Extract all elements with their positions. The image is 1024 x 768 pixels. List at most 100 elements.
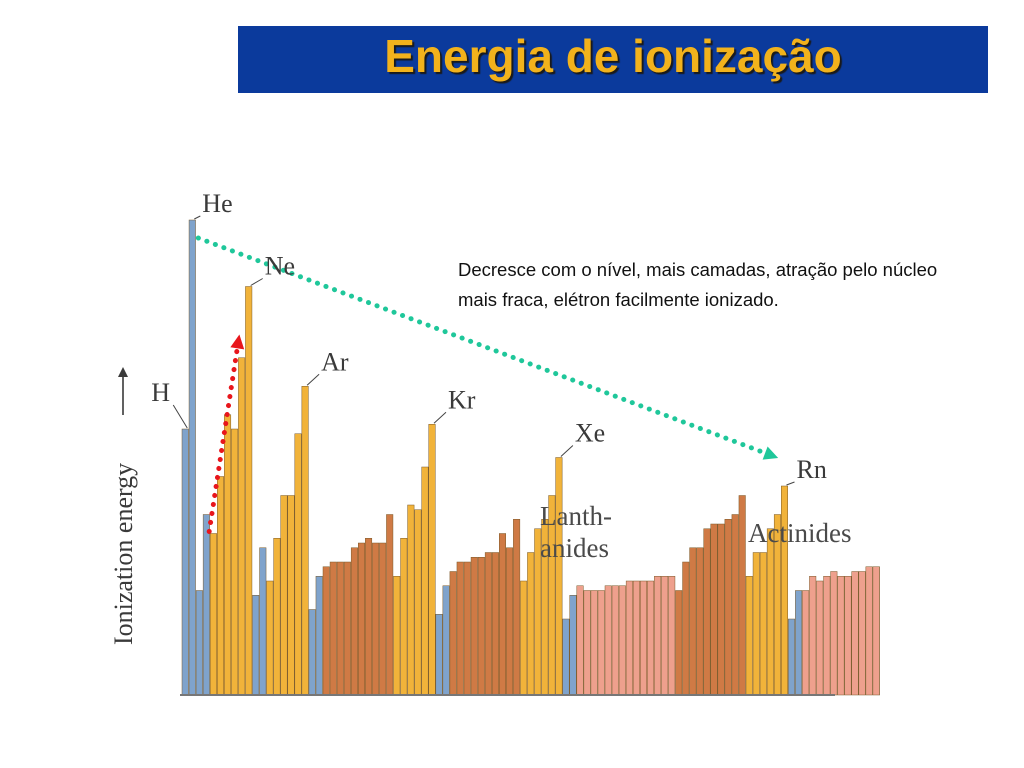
bar bbox=[675, 590, 683, 696]
bar bbox=[414, 509, 422, 696]
bar bbox=[844, 576, 852, 696]
bar bbox=[583, 590, 591, 696]
bar bbox=[788, 618, 796, 696]
bar bbox=[456, 561, 464, 696]
bar bbox=[231, 428, 239, 696]
bar bbox=[329, 561, 337, 696]
bar bbox=[851, 571, 859, 696]
bar bbox=[287, 495, 295, 696]
bar bbox=[837, 576, 845, 696]
bar bbox=[280, 495, 288, 696]
bar bbox=[823, 576, 831, 696]
bar bbox=[188, 219, 196, 696]
group-label: anides bbox=[540, 533, 609, 563]
bar bbox=[830, 571, 838, 696]
bar bbox=[470, 557, 478, 696]
trend-arrow-head bbox=[762, 446, 779, 460]
element-label: H bbox=[151, 378, 170, 407]
bar bbox=[266, 580, 274, 696]
bar bbox=[245, 286, 253, 696]
bar bbox=[604, 585, 612, 696]
label-leader-line bbox=[433, 411, 447, 424]
element-label: Ar bbox=[321, 347, 349, 376]
bar bbox=[358, 542, 365, 696]
bar bbox=[802, 590, 810, 696]
bar bbox=[731, 514, 739, 696]
bar bbox=[555, 457, 563, 696]
bar bbox=[647, 580, 655, 696]
bar bbox=[421, 466, 429, 696]
bar bbox=[407, 504, 415, 696]
bar bbox=[597, 590, 605, 696]
label-leader-line bbox=[250, 278, 263, 286]
bar bbox=[682, 561, 690, 696]
bar bbox=[710, 523, 718, 696]
bar bbox=[477, 557, 485, 696]
annotation-text: Decresce com o nível, mais camadas, atra… bbox=[458, 259, 938, 310]
bar bbox=[611, 585, 619, 696]
bar bbox=[618, 585, 626, 696]
bar bbox=[195, 590, 203, 696]
bar bbox=[301, 386, 309, 696]
bar bbox=[872, 566, 880, 696]
element-label: He bbox=[202, 190, 232, 218]
bar bbox=[745, 576, 753, 696]
period-arrow-line bbox=[206, 345, 240, 534]
bar bbox=[491, 552, 499, 696]
bar bbox=[386, 514, 394, 696]
bar bbox=[513, 519, 521, 696]
bar bbox=[315, 576, 323, 696]
bar bbox=[449, 571, 457, 696]
labels-group: He Ne H Ar Kr Xe Rn Lanth-anides Actinides bbox=[151, 190, 851, 563]
bar bbox=[654, 576, 662, 696]
bar bbox=[703, 528, 711, 696]
bar bbox=[576, 585, 584, 696]
bar bbox=[400, 538, 408, 696]
element-label: Xe bbox=[575, 419, 605, 448]
bar bbox=[865, 566, 873, 696]
element-label: Kr bbox=[448, 385, 476, 414]
bar bbox=[322, 566, 330, 696]
bar bbox=[696, 547, 704, 696]
period-arrow-head bbox=[230, 334, 245, 350]
bar bbox=[217, 476, 224, 696]
bar bbox=[809, 576, 817, 696]
trend-arrow-line bbox=[195, 235, 768, 456]
bar bbox=[343, 561, 351, 696]
bar bbox=[202, 514, 210, 696]
ionization-energy-chart: He Ne H Ar Kr Xe Rn Lanth-anides Actinides Ioniz… bbox=[109, 190, 880, 696]
bar bbox=[752, 552, 760, 696]
bar bbox=[435, 614, 443, 696]
y-axis-arrow-head bbox=[118, 367, 128, 377]
bar bbox=[795, 590, 803, 696]
bar bbox=[379, 542, 387, 696]
bar bbox=[308, 609, 316, 696]
bar bbox=[273, 538, 281, 696]
page-title: Energia de ionização bbox=[384, 30, 842, 82]
bar bbox=[766, 528, 774, 696]
bar bbox=[640, 580, 647, 696]
label-leader-line bbox=[194, 215, 201, 220]
bar bbox=[484, 552, 492, 696]
bar bbox=[428, 424, 436, 696]
bar bbox=[590, 590, 598, 696]
bar bbox=[520, 580, 528, 696]
bar bbox=[717, 523, 725, 696]
bar bbox=[252, 595, 260, 696]
bar bbox=[738, 495, 746, 696]
title-bar: Energia de ionização bbox=[238, 26, 988, 93]
y-axis-label: Ionization energy bbox=[109, 367, 138, 645]
bar bbox=[499, 533, 506, 696]
bar bbox=[181, 428, 189, 696]
bar bbox=[668, 576, 676, 696]
bar bbox=[759, 552, 767, 696]
bar bbox=[625, 580, 633, 696]
bar bbox=[527, 552, 535, 696]
bars-group bbox=[181, 219, 880, 696]
label-leader-line bbox=[172, 404, 188, 429]
bar bbox=[562, 618, 570, 696]
bar bbox=[224, 414, 232, 696]
label-leader-line bbox=[560, 445, 574, 457]
bar bbox=[209, 533, 217, 696]
bar bbox=[632, 580, 640, 696]
